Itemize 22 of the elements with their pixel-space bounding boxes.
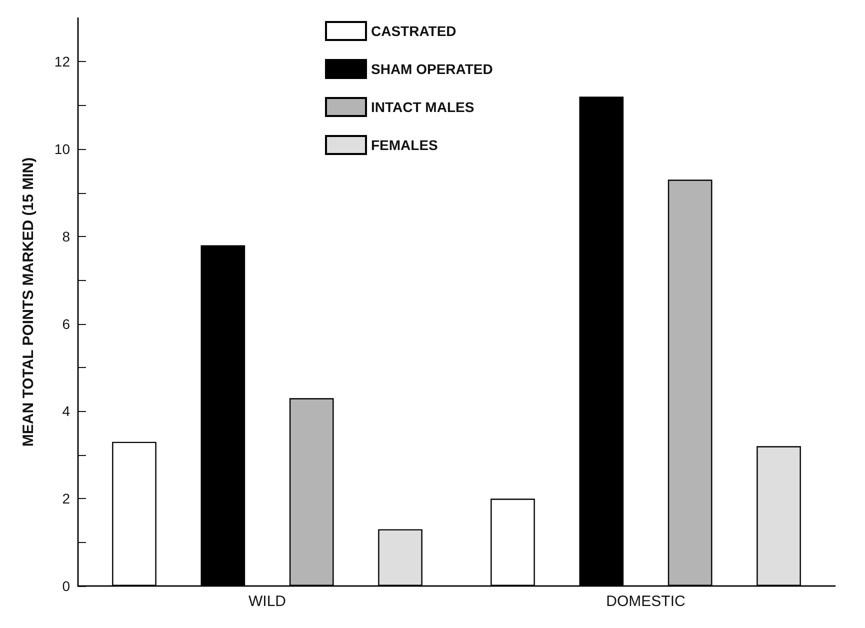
bar bbox=[112, 442, 156, 586]
legend-label: INTACT MALES bbox=[371, 99, 474, 115]
bar bbox=[668, 180, 712, 586]
y-tick-label: 10 bbox=[54, 141, 70, 158]
y-tick-label: 6 bbox=[62, 316, 70, 332]
legend-label: FEMALES bbox=[371, 137, 438, 153]
y-axis-title: MEAN TOTAL POINTS MARKED (15 MIN) bbox=[20, 157, 37, 447]
bar bbox=[756, 446, 801, 586]
legend-label: SHAM OPERATED bbox=[371, 61, 493, 77]
bar bbox=[200, 245, 246, 586]
bar bbox=[378, 529, 422, 586]
bar bbox=[579, 96, 624, 586]
y-tick-label: 2 bbox=[62, 490, 70, 507]
x-tick-label: DOMESTIC bbox=[606, 593, 686, 610]
legend-label: CASTRATED bbox=[371, 23, 456, 39]
bar bbox=[490, 498, 535, 586]
y-tick-label: 8 bbox=[62, 228, 70, 244]
y-tick-label: 0 bbox=[62, 578, 70, 594]
y-tick-label: 4 bbox=[62, 403, 70, 420]
bar bbox=[289, 398, 334, 586]
x-tick-label: WILD bbox=[248, 593, 286, 610]
y-tick-label: 12 bbox=[54, 54, 70, 70]
